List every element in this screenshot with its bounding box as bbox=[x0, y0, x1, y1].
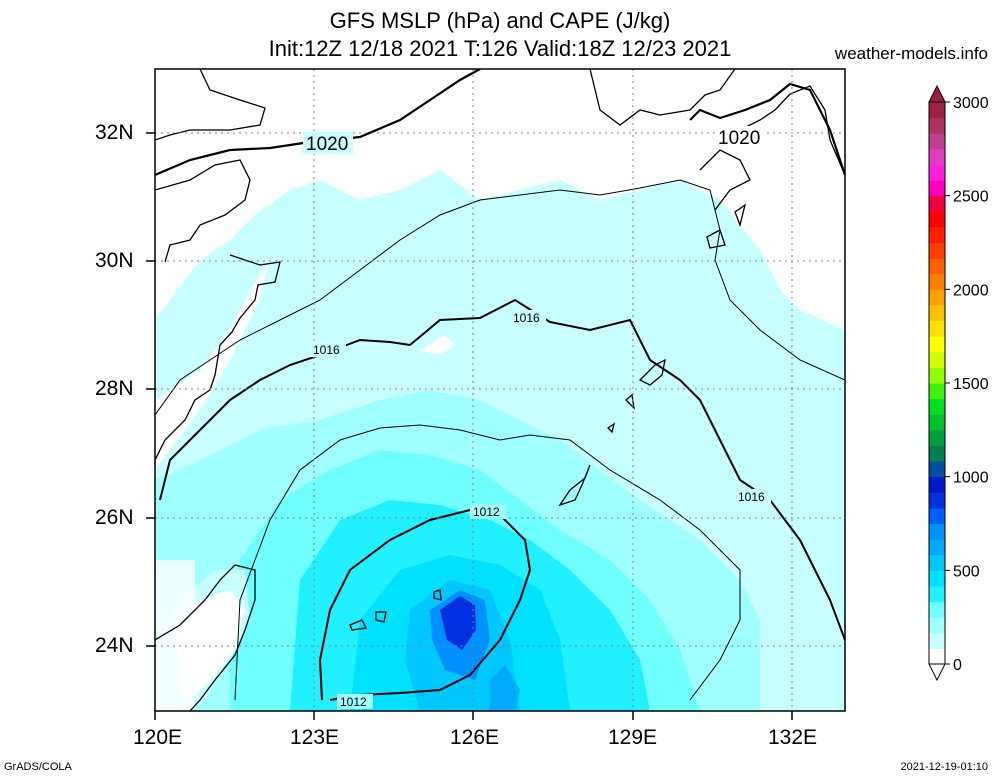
colorbar-segment bbox=[929, 226, 945, 243]
map-title: GFS MSLP (hPa) and CAPE (J/kg) bbox=[329, 8, 671, 33]
colorbar-segment bbox=[929, 492, 945, 509]
isobar-label: 1016 bbox=[313, 343, 340, 357]
colorbar-segment bbox=[929, 617, 945, 634]
colorbar-bottom-arrow bbox=[928, 663, 946, 682]
colorbar-top-arrow bbox=[928, 84, 946, 103]
colorbar-segment bbox=[929, 195, 945, 212]
colorbar-tick-label: 0 bbox=[953, 657, 962, 674]
footer-timestamp: 2021-12-19-01:10 bbox=[900, 761, 988, 773]
colorbar-segment bbox=[929, 632, 945, 649]
colorbar-segment bbox=[929, 133, 945, 150]
colorbar-segment bbox=[929, 304, 945, 322]
colorbar-segment bbox=[929, 461, 945, 478]
colorbar-tick-label: 500 bbox=[953, 563, 980, 580]
axis-ticks bbox=[146, 132, 793, 720]
colorbar-segment bbox=[929, 648, 945, 665]
colorbar-segment bbox=[929, 367, 945, 384]
isobar-label: 1016 bbox=[738, 490, 765, 504]
colorbar-segment bbox=[929, 148, 945, 165]
isobar-label: 1020 bbox=[718, 128, 760, 149]
lat-label: 26N bbox=[95, 506, 134, 529]
colorbar-segment bbox=[929, 211, 945, 228]
coastlines bbox=[155, 69, 845, 711]
colorbar-segment bbox=[929, 570, 945, 587]
colorbar-tick-label: 2500 bbox=[953, 189, 989, 206]
colorbar-segment bbox=[929, 258, 945, 275]
colorbar-segment bbox=[929, 476, 945, 493]
colorbar-tick-label: 3000 bbox=[953, 95, 989, 112]
colorbar-segment bbox=[929, 429, 945, 446]
colorbar-segment bbox=[929, 320, 945, 337]
colorbar-segment bbox=[929, 383, 945, 400]
colorbar-segment bbox=[929, 523, 945, 540]
isobar-labels: 1020 1020 1016 1016 1016 1012 1012 bbox=[303, 126, 771, 709]
colorbar-segment bbox=[929, 289, 945, 306]
colorbar-segment bbox=[929, 242, 945, 259]
isobar-label: 1012 bbox=[473, 505, 500, 519]
source-site[interactable]: weather-models.info bbox=[834, 44, 988, 63]
colorbar-segment bbox=[929, 336, 945, 353]
colorbar-segment bbox=[929, 398, 945, 415]
colorbar-segment bbox=[929, 539, 945, 556]
colorbar: 0 500 1000 1500 2000 2500 3000 bbox=[928, 84, 989, 682]
colorbar-segment bbox=[929, 102, 945, 119]
lon-label: 120E bbox=[133, 726, 183, 749]
lat-label: 30N bbox=[95, 249, 134, 272]
colorbar-segment bbox=[929, 273, 945, 290]
colorbar-segment bbox=[929, 164, 945, 181]
graticule bbox=[155, 69, 845, 711]
lon-label: 126E bbox=[450, 726, 500, 749]
colorbar-segment bbox=[929, 117, 945, 134]
cape-fill bbox=[155, 69, 845, 711]
lat-label: 24N bbox=[95, 634, 134, 657]
colorbar-segment bbox=[929, 507, 945, 524]
colorbar-segment bbox=[929, 554, 945, 571]
lon-label: 132E bbox=[768, 726, 818, 749]
isobar-label: 1020 bbox=[306, 134, 348, 155]
colorbar-tick-label: 2000 bbox=[953, 282, 989, 299]
lat-label: 28N bbox=[95, 377, 134, 400]
colorbar-segment bbox=[929, 351, 945, 368]
map-frame bbox=[154, 68, 846, 712]
colorbar-segment bbox=[929, 601, 945, 618]
colorbar-segment bbox=[929, 414, 945, 431]
lat-label: 32N bbox=[95, 121, 134, 144]
isobar-label: 1012 bbox=[340, 695, 367, 709]
colorbar-segment bbox=[929, 180, 945, 197]
lon-label: 129E bbox=[608, 726, 658, 749]
colorbar-tick-label: 1000 bbox=[953, 470, 989, 487]
lon-label: 123E bbox=[290, 726, 340, 749]
colorbar-segment bbox=[929, 445, 945, 462]
colorbar-tick-label: 1500 bbox=[953, 376, 989, 393]
isobar-label: 1016 bbox=[513, 311, 540, 325]
footer-credit: GrADS/COLA bbox=[4, 761, 72, 773]
map-subtitle: Init:12Z 12/18 2021 T:126 Valid:18Z 12/2… bbox=[268, 36, 732, 61]
colorbar-segment bbox=[929, 585, 945, 603]
